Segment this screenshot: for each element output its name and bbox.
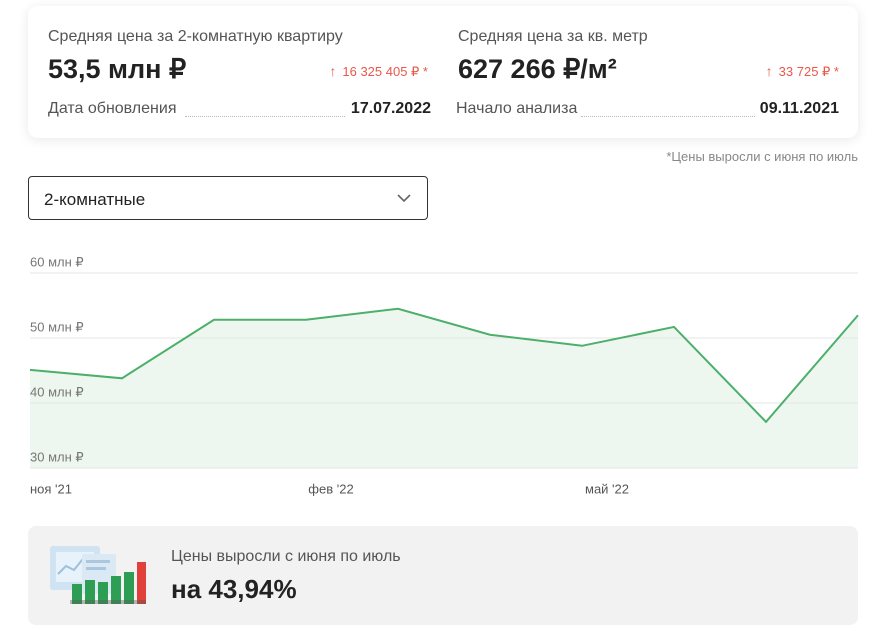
leader xyxy=(581,116,755,117)
footer-text: Цены выросли с июня по июль xyxy=(171,548,401,565)
price: 627 266 ₽/м² xyxy=(458,54,617,84)
x-tick-label: май '22 xyxy=(585,481,629,496)
y-tick-label: 60 млн ₽ xyxy=(30,254,84,269)
change: 16 325 405 ₽ * xyxy=(329,63,428,80)
x-tick-label: фев '22 xyxy=(308,481,353,496)
change: 33 725 ₽ * xyxy=(766,63,839,80)
x-tick-label: ноя '21 xyxy=(30,481,72,496)
y-tick-label: 50 млн ₽ xyxy=(30,319,84,334)
dropdown-value: 2-комнатные xyxy=(44,190,146,209)
date: 09.11.2021 xyxy=(759,100,839,117)
y-tick-label: 40 млн ₽ xyxy=(30,384,84,399)
line xyxy=(29,307,859,424)
label: Средняя цена за кв. метр xyxy=(458,28,648,45)
area xyxy=(30,308,858,468)
date-label: Дата обновления xyxy=(48,100,177,117)
dropdown[interactable]: 2-комнатные xyxy=(28,176,428,220)
summary-card: Средняя цена за 2-комнатную квартиру 53,… xyxy=(28,6,858,138)
chevron xyxy=(397,194,411,203)
note: *Цены выросли с июня по июль xyxy=(666,149,858,164)
footer-card: Цены выросли с июня по июль на 43,94% xyxy=(28,526,858,625)
price: 53,5 млн ₽ xyxy=(48,54,187,84)
y-tick-label: 30 млн ₽ xyxy=(30,449,84,464)
label: Средняя цена за 2-комнатную квартиру xyxy=(48,28,343,45)
date-label: Начало анализа xyxy=(456,100,578,117)
date: 17.07.2022 xyxy=(350,100,431,117)
chart: 30 млн ₽ 40 млн ₽ 50 млн ₽ 60 млн ₽ ноя '21 ф… xyxy=(29,254,859,496)
leader xyxy=(185,116,345,117)
illustration xyxy=(50,546,146,604)
footer-value: на 43,94% xyxy=(171,574,297,604)
